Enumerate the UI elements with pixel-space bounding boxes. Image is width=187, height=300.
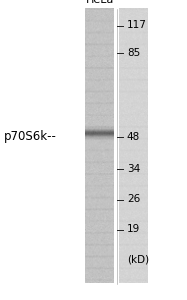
Text: (kD): (kD): [127, 254, 149, 265]
Text: 48: 48: [127, 131, 140, 142]
Text: 19: 19: [127, 224, 140, 235]
Text: HeLa: HeLa: [86, 0, 114, 5]
Text: 117: 117: [127, 20, 147, 31]
Text: 26: 26: [127, 194, 140, 205]
Text: p70S6k--: p70S6k--: [4, 130, 57, 143]
Text: 85: 85: [127, 47, 140, 58]
Text: 34: 34: [127, 164, 140, 175]
